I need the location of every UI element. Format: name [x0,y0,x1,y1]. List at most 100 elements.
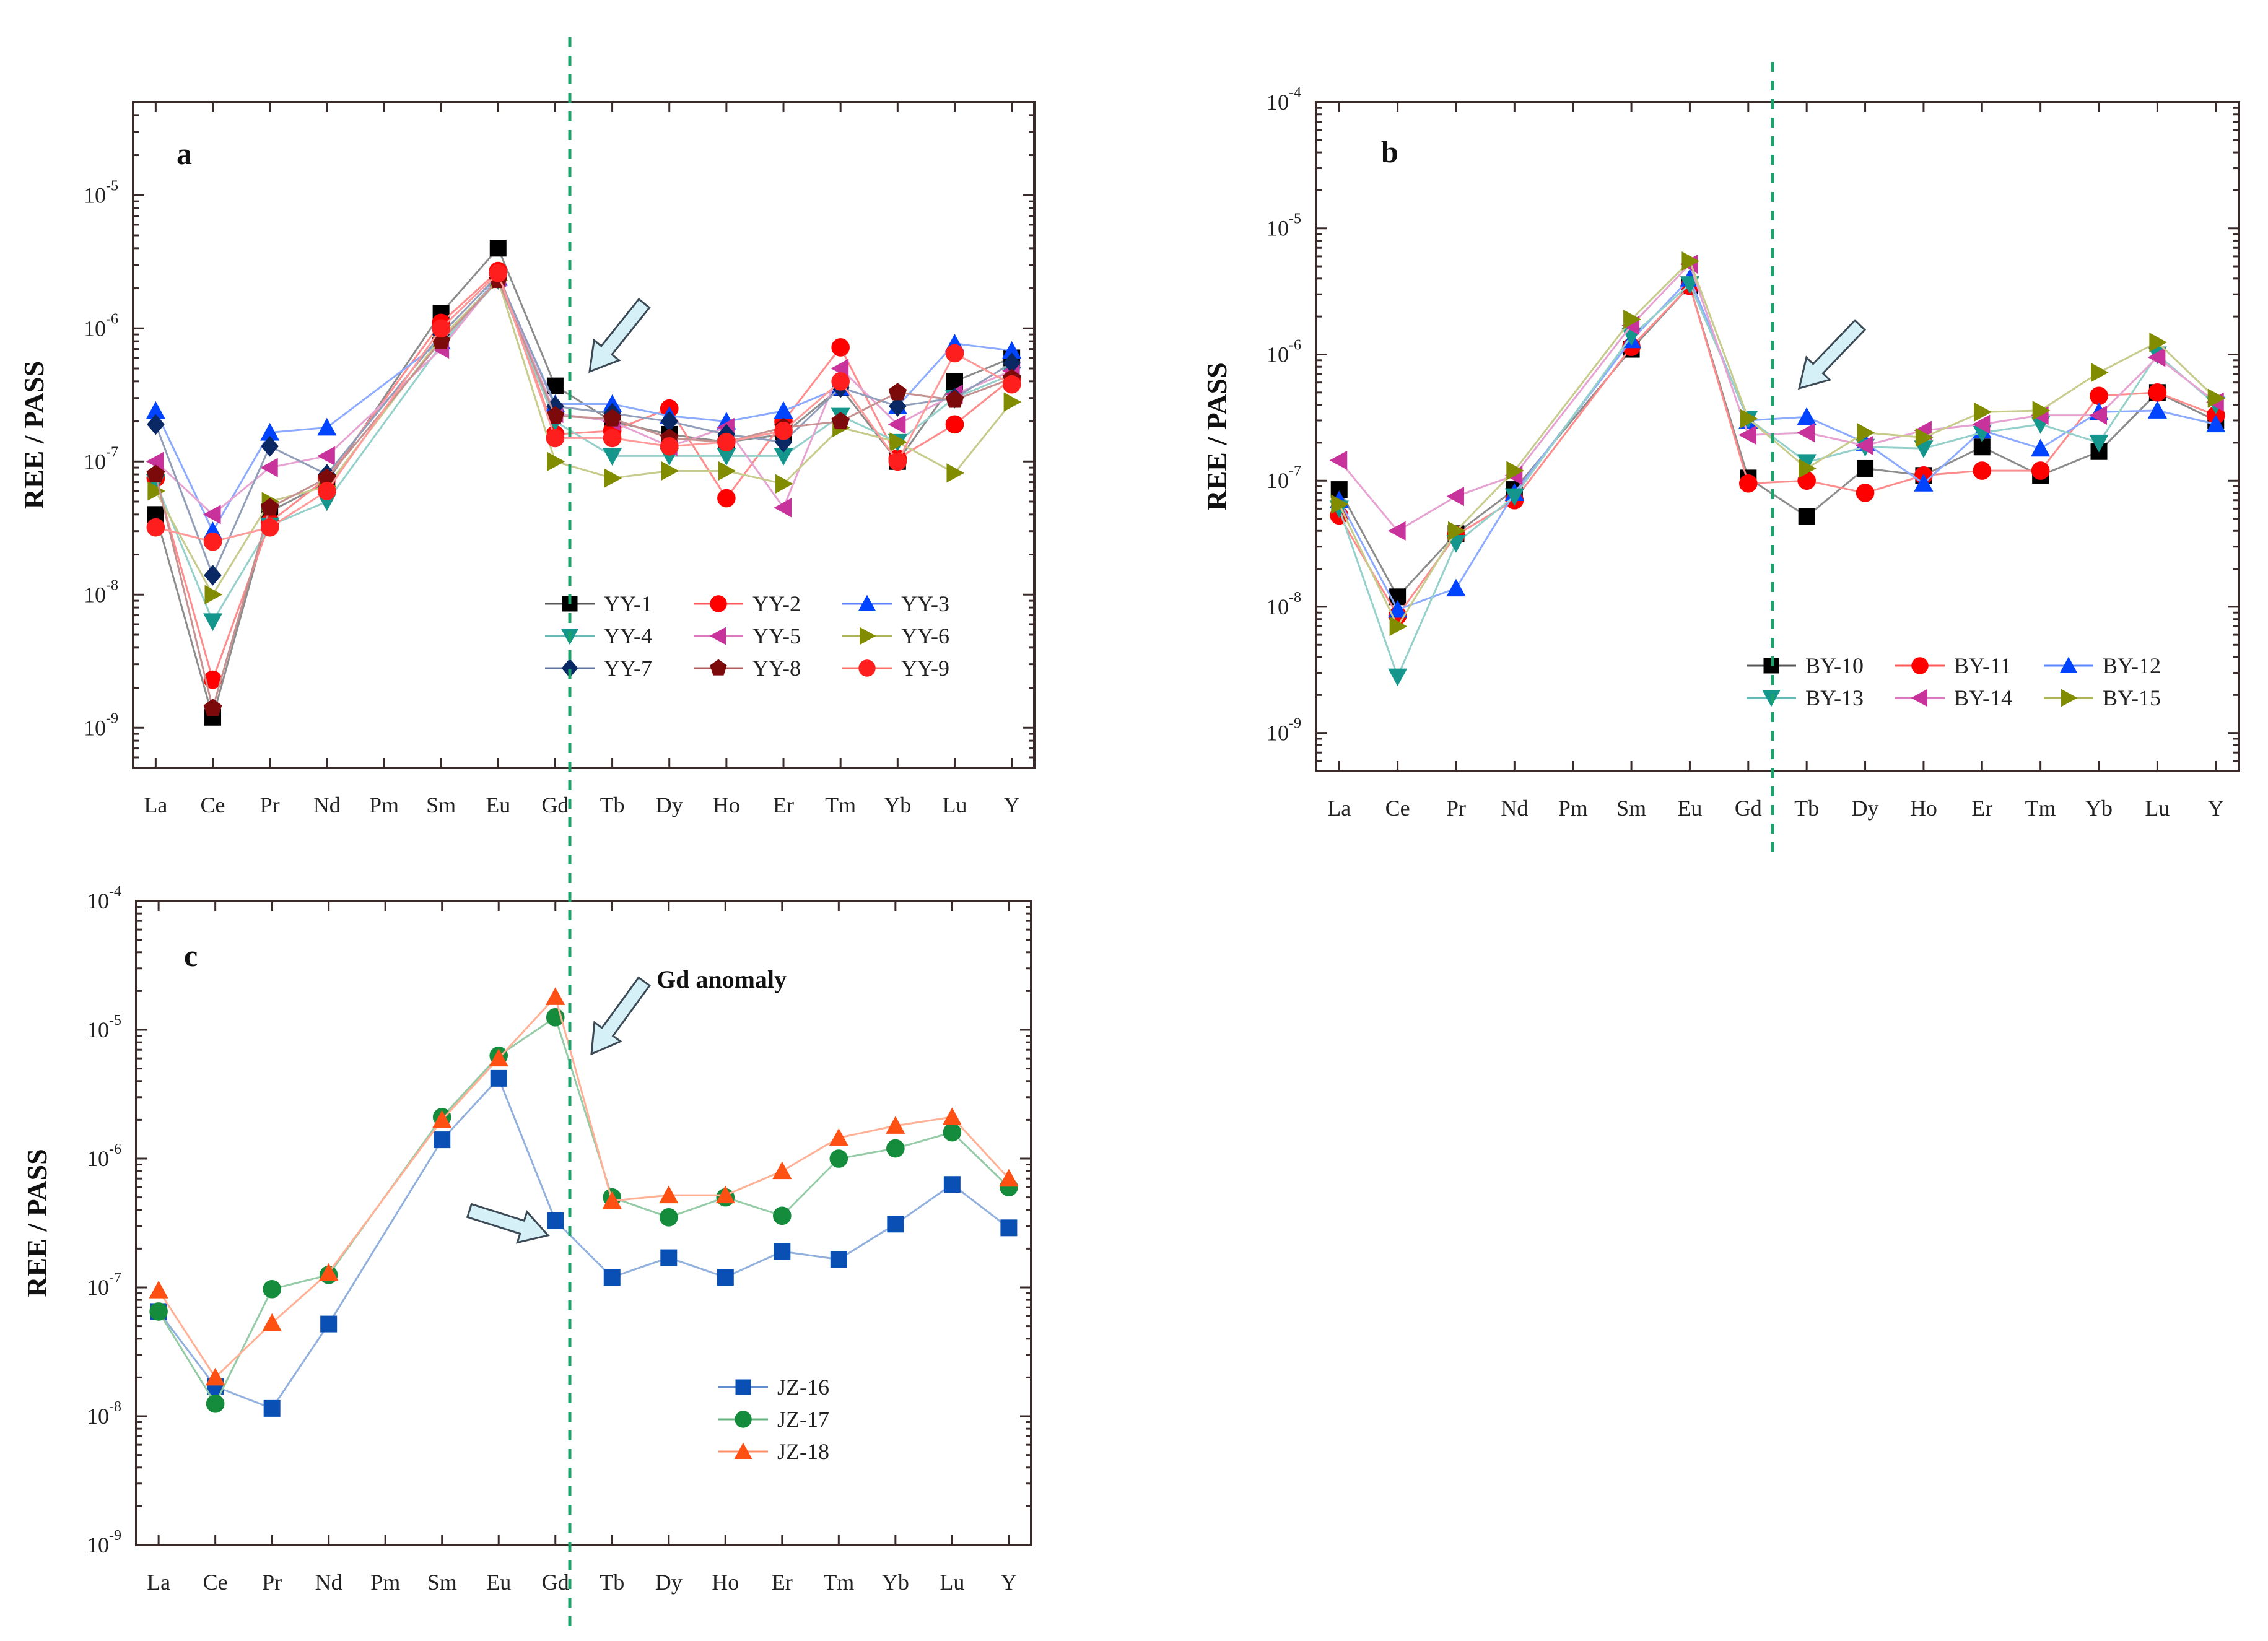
data-point-lu [945,390,964,408]
legend-marker [1911,657,1929,674]
arrow-icon [1797,319,1867,390]
data-point-ce [1388,599,1408,618]
y-tick-label: 10-4 [1267,85,1301,115]
legend-label: BY-10 [1805,653,1864,678]
data-point-dy [661,461,679,481]
data-point-gd [546,987,565,1005]
data-point-la [149,1302,168,1321]
data-point-er [775,474,793,494]
data-point-yb [2090,386,2108,406]
series-line [155,276,1012,533]
legend-entry: BY-11 [1895,653,2012,678]
data-point-la [146,464,165,482]
data-point-sm [434,1131,451,1149]
data-point-tm [831,338,850,357]
legend-label: YY-4 [604,624,652,648]
data-point-dy [660,411,679,432]
data-point-gd [1739,474,1758,493]
legend-marker [710,659,727,676]
legend-label: BY-13 [1805,686,1864,710]
data-point-pr [260,458,278,477]
x-tick-label-yb: Yb [2085,796,2113,820]
legend-label: YY-2 [752,591,801,616]
legend-marker [709,627,726,645]
x-tick-label-gd: Gd [542,1570,569,1595]
data-point-lu [2147,347,2166,367]
data-point-er [1974,402,1992,422]
series-line [154,278,1013,624]
data-point-lu [943,1176,961,1193]
x-tick-label-eu: Eu [486,793,510,817]
legend-marker [858,594,876,611]
data-point-la [1331,494,1349,514]
data-point-ho [717,489,736,508]
panel-b: 10-9 10-8 10-7 10-6 10-5 10-4 La Ce Pr Nd Pm Sm Eu Gd… [1201,85,2240,820]
data-point-la [147,481,165,501]
legend-label: YY-8 [752,656,801,681]
x-tick-label-tm: Tm [2025,796,2056,820]
legend-label: BY-12 [2103,653,2161,678]
series-by-15 [1331,251,2226,637]
data-point-sm [432,319,450,338]
data-point-yb [886,1116,905,1134]
data-point-eu [490,1069,507,1087]
data-point-tb [602,1191,622,1209]
legend-marker [2061,689,2078,707]
legend-entry: JZ-17 [718,1407,829,1432]
data-point-y [999,1169,1019,1187]
plot-frame [1315,101,2240,772]
data-point-ce [203,699,222,716]
data-point-lu [946,463,965,483]
data-point-lu [2148,383,2167,402]
data-point-y [1003,392,1022,412]
data-point-er [774,498,792,518]
data-point-yb [2089,434,2109,453]
legend: JZ-16 JZ-17 JZ-18 [718,1375,829,1464]
x-tick-label-tb: Tb [600,793,625,817]
data-point-er [1972,414,1991,434]
legend-label: YY-7 [604,656,652,681]
x-tick-label-nd: Nd [315,1570,342,1595]
data-point-tm [830,1251,847,1268]
legend-label: BY-11 [1954,653,2012,678]
x-tick-label-la: La [1327,796,1351,820]
series-jz-16 [150,1069,1018,1417]
y-tick-label: 10-9 [87,1528,121,1557]
data-point-nd [320,1315,338,1333]
data-point-dy [659,1208,678,1227]
x-tick-label-y: Y [1004,793,1020,817]
data-point-tb [1799,458,1817,479]
data-point-dy [1857,459,1874,477]
data-point-sm [1623,310,1641,329]
x-tick-label-pm: Pm [369,793,399,817]
legend-entry: YY-2 [694,591,801,616]
legend-label: YY-3 [901,591,949,616]
x-tick-label-ce: Ce [201,793,225,817]
data-point-tb [1798,508,1815,525]
annotation-gd-anomaly: Gd anomaly [656,965,787,993]
data-point-tb [603,1269,621,1286]
data-point-pr [1447,521,1466,541]
data-point-tm [831,372,850,391]
panel-label: a [177,136,192,171]
data-point-gd [546,406,565,424]
data-point-y [1002,341,1022,359]
x-tick-label-pr: Pr [260,793,280,817]
data-point-nd [317,468,336,486]
x-tick-label-yb: Yb [884,793,911,817]
data-point-tm [829,1128,848,1146]
x-tick-label-dy: Dy [1852,796,1879,820]
y-tick-label: 10-8 [84,577,118,607]
series-line [1338,262,2217,533]
legend-entry: YY-1 [545,591,652,616]
series-yy-1 [147,240,1021,726]
x-tick-label-eu: Eu [1677,796,1702,820]
series-line [155,271,1013,543]
series-by-11 [1330,276,2225,625]
y-axis-title: REE / PASS [1201,362,1232,510]
series-line [154,246,1013,721]
x-tick-label-tm: Tm [825,793,856,817]
x-tick-label-pm: Pm [370,1570,400,1595]
data-point-tm [2031,461,2050,480]
